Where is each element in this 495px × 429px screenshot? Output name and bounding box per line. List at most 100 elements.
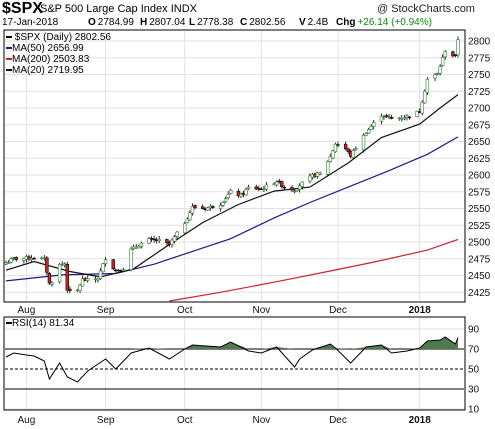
low-label: L — [189, 17, 196, 28]
price-tick-label: 2775 — [468, 53, 491, 64]
price-bar — [328, 153, 333, 163]
close-value: 2802.56 — [249, 17, 286, 28]
price-tick-label: 2750 — [468, 70, 491, 81]
price-tick-label: 2650 — [468, 137, 491, 148]
price-panel — [3, 29, 466, 303]
price-bar — [425, 77, 430, 96]
rsi-month-label: Oct — [177, 415, 193, 426]
high-label: H — [140, 17, 148, 28]
price-bar-body — [423, 90, 427, 104]
price-bar — [433, 73, 437, 82]
month-label: Aug — [18, 305, 36, 316]
legend-rsi-text: RSI(14) 81.34 — [12, 318, 75, 329]
price-bar-body — [103, 259, 108, 264]
price-tick-label: 2675 — [468, 120, 491, 131]
price-bar-body — [98, 270, 103, 279]
price-bar-body — [297, 185, 302, 190]
price-bar-body — [221, 202, 225, 206]
price-bar — [218, 202, 223, 212]
quote-volume: V 2.4B — [299, 17, 328, 28]
price-bar — [170, 238, 174, 248]
price-bar — [4, 260, 8, 266]
month-label: Sep — [97, 305, 115, 316]
price-bar-body — [389, 116, 394, 119]
price-bar — [290, 185, 294, 193]
month-label: Oct — [177, 305, 193, 316]
price-bar — [229, 188, 233, 195]
price-bar-body — [318, 172, 322, 175]
price-bar-body — [433, 74, 437, 79]
legend-ma20: MA(20) 2719.95 — [6, 66, 84, 76]
price-bar — [236, 188, 241, 199]
price-bar-body — [361, 135, 366, 151]
price-bar — [382, 114, 386, 120]
quote-open: O 2784.99 — [88, 17, 134, 28]
price-bar-body — [336, 144, 340, 146]
price-bar-body — [149, 237, 154, 240]
price-bar — [188, 210, 192, 222]
price-bar — [200, 204, 205, 210]
price-bar-body — [451, 51, 455, 57]
price-bar — [343, 141, 348, 151]
price-bar-body — [292, 190, 297, 193]
legend-price: $SPX (Daily) 2802.56 — [6, 33, 111, 43]
price-bar-body — [315, 172, 320, 177]
price-bar — [47, 272, 52, 285]
price-bar — [379, 113, 384, 125]
price-bar — [80, 275, 85, 287]
price-bar — [9, 257, 13, 264]
ma-line-20 — [5, 94, 459, 278]
price-bar-body — [295, 188, 299, 192]
price-bar — [147, 236, 151, 245]
price-bar — [300, 181, 304, 190]
price-bar-body — [45, 257, 49, 273]
price-bar-body — [57, 264, 62, 283]
price-bar — [456, 36, 460, 58]
price-bar — [185, 217, 190, 224]
rsi-tick-label: 70 — [468, 345, 480, 356]
price-bar — [183, 221, 187, 235]
price-bar — [282, 185, 287, 190]
quote-high: H 2807.04 — [140, 17, 185, 28]
price-bar-body — [456, 39, 460, 56]
legend-ma200: MA(200) 2503.83 — [6, 55, 89, 65]
price-bar — [372, 119, 376, 130]
price-bar-body — [264, 184, 269, 190]
price-bar — [420, 100, 424, 116]
price-tick-label: 2500 — [468, 238, 491, 249]
price-bar-body — [369, 126, 373, 130]
low-value: 2778.38 — [197, 17, 234, 28]
price-bar-body — [453, 54, 458, 57]
rsi-line — [5, 336, 459, 383]
price-bar — [193, 204, 197, 210]
price-bar — [280, 180, 284, 189]
price-bar-body — [308, 175, 312, 182]
volume-value: 2.4B — [307, 17, 329, 28]
price-bar-body — [435, 73, 440, 75]
price-bar — [57, 262, 62, 284]
legend-ma20-text: MA(20) 2719.95 — [12, 65, 84, 76]
price-bar — [318, 171, 322, 176]
price-bar — [438, 63, 442, 76]
price-bar — [121, 267, 126, 272]
price-bar — [369, 124, 373, 131]
price-bar-body — [65, 264, 69, 291]
price-bar — [6, 260, 11, 264]
price-bar — [244, 187, 248, 196]
price-bar-body — [27, 256, 31, 260]
price-bar — [239, 192, 243, 198]
exchange: INDX — [170, 3, 197, 15]
legend-ma20-swatch — [6, 69, 12, 72]
price-bar-body — [183, 223, 187, 234]
rsi-plot — [5, 336, 459, 383]
price-bar-body — [68, 288, 72, 292]
price-bar — [384, 113, 389, 118]
watermark: @ StockCharts.com — [377, 3, 475, 15]
price-bar-body — [382, 116, 386, 118]
legend-price-swatch — [6, 36, 12, 39]
rsi-month-label: 2018 — [409, 415, 432, 426]
price-bar-body — [111, 259, 115, 270]
price-bar-body — [147, 238, 151, 244]
price-bar-body — [425, 78, 430, 93]
price-bar — [292, 189, 297, 194]
